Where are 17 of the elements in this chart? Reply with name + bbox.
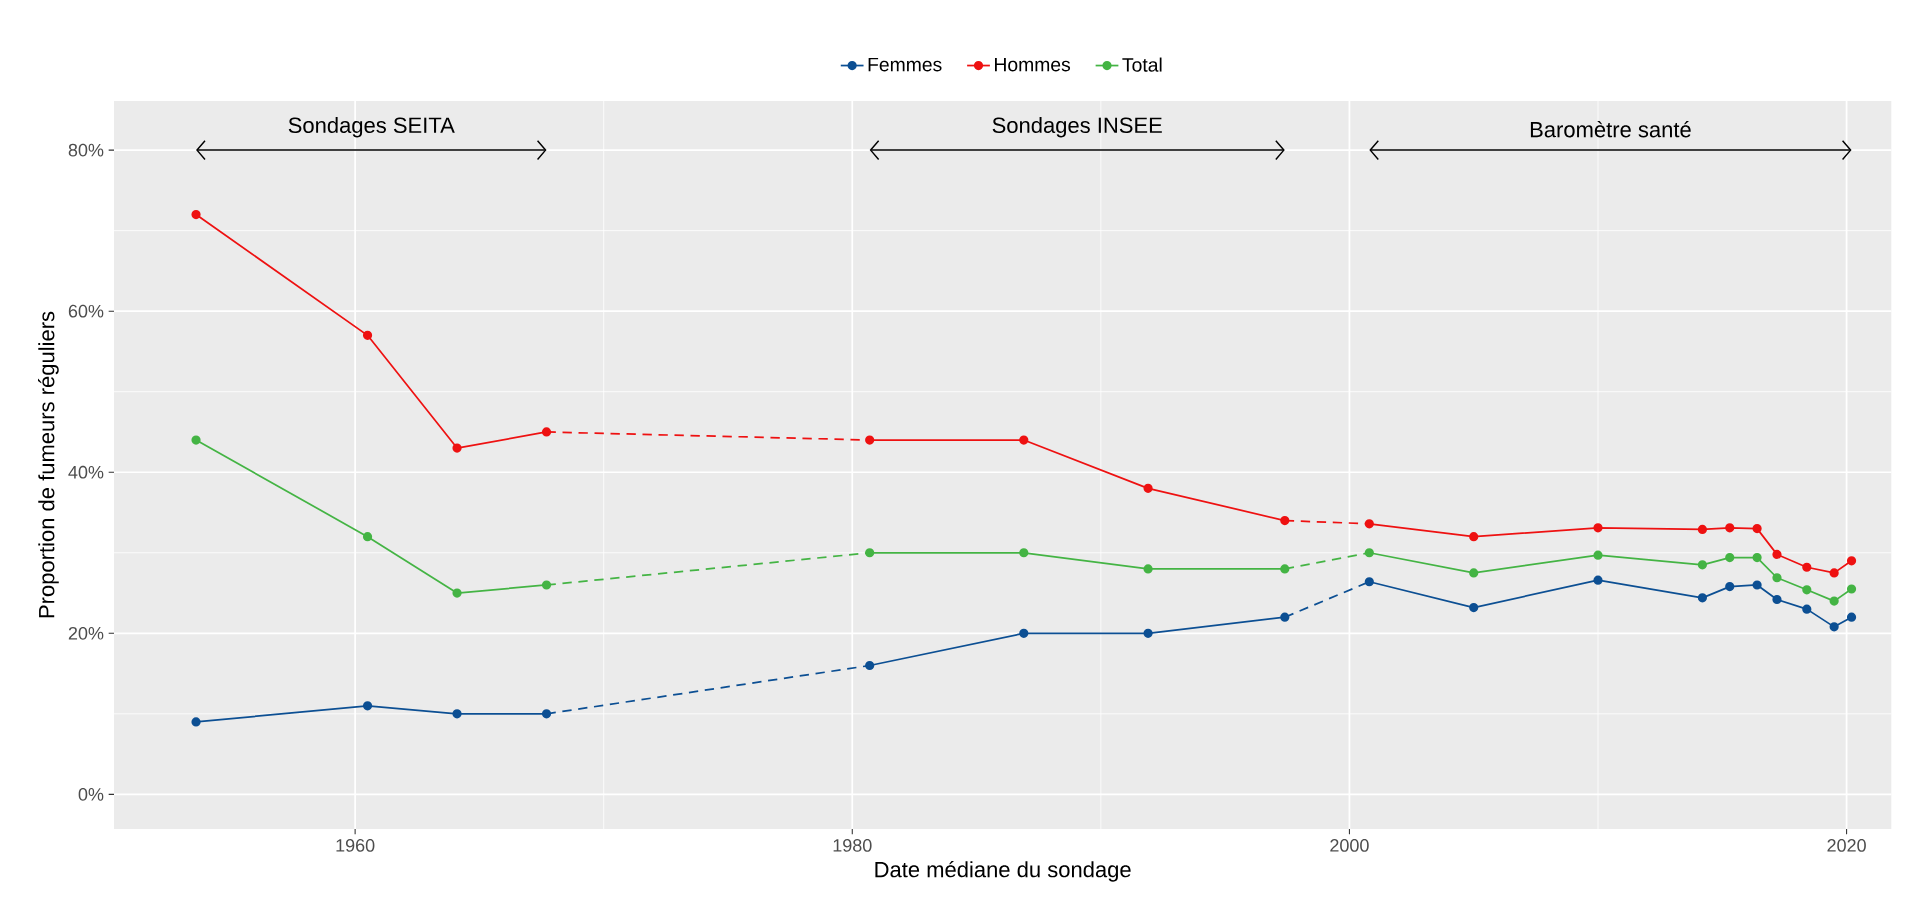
y-tick-label: 20% [68, 626, 104, 640]
legend-label: Total [1122, 57, 1162, 72]
x-axis-title: Date médiane du sondage [875, 860, 1131, 882]
annotation: Sondages INSEE [992, 116, 1162, 138]
y-tick-label: 80% [68, 143, 104, 157]
y-axis-title: Proportion de fumeurs réguliers [38, 311, 59, 618]
legend-label: Femmes [868, 57, 942, 72]
x-tick-label: 1960 [336, 839, 375, 852]
annotation: Sondages SEITA [288, 116, 455, 138]
x-tick-label: 2020 [1827, 839, 1866, 852]
x-tick-label: 1980 [833, 839, 872, 852]
legend-label: Hommes [995, 57, 1071, 72]
y-tick-label: 0% [78, 788, 104, 801]
annotation: Baromètre santé [1530, 120, 1691, 138]
y-tick-label: 40% [68, 465, 104, 479]
y-tick-label: 60% [68, 304, 104, 318]
x-tick-label: 2000 [1330, 839, 1369, 852]
